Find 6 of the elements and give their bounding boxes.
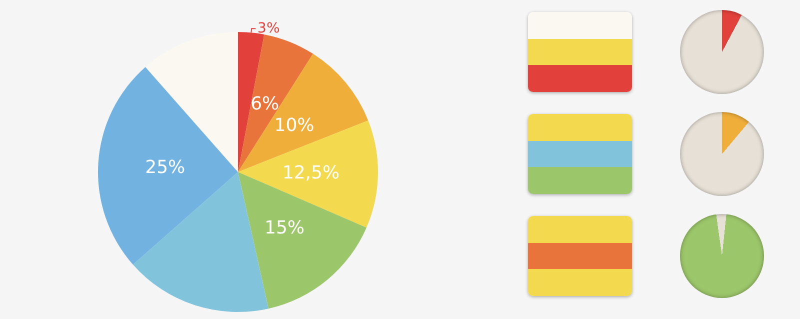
data-label: 6% (250, 94, 280, 115)
data-label: 10% (274, 114, 314, 136)
data-label: 12,5% (282, 162, 340, 184)
data-label: 25% (145, 156, 186, 178)
data-label: 3% (258, 20, 280, 37)
data-label: 15% (264, 218, 305, 239)
